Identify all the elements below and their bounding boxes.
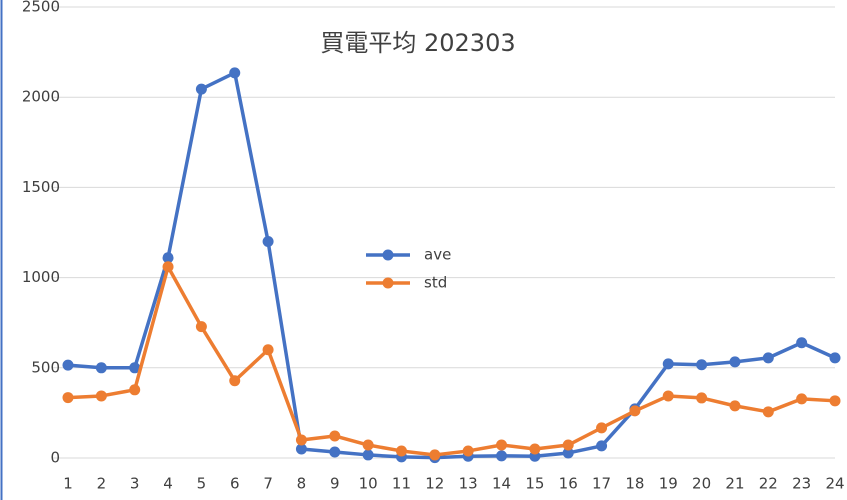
series-line	[67, 71, 836, 460]
x-tick-label: 6	[230, 475, 240, 493]
point	[262, 236, 274, 248]
legend-marker	[382, 249, 394, 261]
y-tick-label: 2000	[22, 88, 60, 106]
point	[562, 447, 574, 459]
x-tick-label: 12	[425, 475, 444, 493]
point	[496, 439, 508, 451]
point	[162, 252, 174, 264]
point	[95, 362, 107, 374]
point	[162, 261, 174, 273]
x-tick-label: 15	[525, 475, 544, 493]
x-tick-label: 8	[297, 475, 307, 493]
x-tick-label: 11	[392, 475, 411, 493]
x-tick-label: 23	[792, 475, 811, 493]
point	[762, 352, 774, 364]
point	[229, 375, 241, 387]
point	[329, 430, 341, 442]
x-tick-label: 21	[725, 475, 744, 493]
x-tick-label: 20	[692, 475, 711, 493]
x-tick-label: 4	[163, 475, 173, 493]
point	[429, 449, 441, 461]
point	[662, 390, 674, 402]
y-tick-label: 1500	[22, 178, 60, 196]
point	[829, 395, 841, 407]
point	[295, 434, 307, 446]
x-tick-label: 13	[459, 475, 478, 493]
point	[229, 67, 241, 79]
point	[195, 83, 207, 95]
legend-marker	[382, 277, 394, 289]
x-tick-label: 17	[592, 475, 611, 493]
point	[529, 443, 541, 455]
legend-label: ave	[424, 246, 451, 264]
point	[462, 445, 474, 457]
x-tick-label: 14	[492, 475, 511, 493]
x-tick-label: 9	[330, 475, 340, 493]
x-tick-label: 18	[625, 475, 644, 493]
point	[629, 405, 641, 417]
point	[362, 439, 374, 451]
point	[562, 439, 574, 451]
point	[496, 450, 508, 462]
point	[95, 390, 107, 402]
point	[362, 449, 374, 461]
point	[129, 384, 141, 396]
x-tick-label: 7	[263, 475, 273, 493]
chart-title: 買電平均 202303	[320, 29, 515, 57]
x-tick-label: 22	[759, 475, 778, 493]
x-tick-label: 1	[63, 475, 73, 493]
point	[596, 440, 608, 452]
y-tick-label: 1000	[22, 268, 60, 286]
y-tick-label: 0	[50, 449, 60, 467]
x-tick-label: 24	[825, 475, 844, 493]
legend-label: std	[424, 274, 447, 292]
point	[329, 446, 341, 458]
point	[195, 321, 207, 333]
point	[129, 362, 141, 374]
x-tick-label: 2	[97, 475, 107, 493]
point	[395, 445, 407, 457]
point	[696, 392, 708, 404]
x-tick-label: 3	[130, 475, 140, 493]
series-line	[67, 265, 836, 457]
point	[796, 393, 808, 405]
y-tick-label: 2500	[22, 0, 60, 16]
x-tick-label: 10	[359, 475, 378, 493]
point	[662, 358, 674, 370]
point	[729, 356, 741, 368]
point	[62, 392, 74, 404]
point	[696, 359, 708, 371]
x-tick-label: 5	[197, 475, 207, 493]
point	[295, 443, 307, 455]
point	[729, 400, 741, 412]
x-tick-label: 16	[559, 475, 578, 493]
x-tick-label: 19	[659, 475, 678, 493]
point	[829, 352, 841, 364]
point	[62, 359, 74, 371]
point	[596, 422, 608, 434]
y-tick-label: 500	[31, 358, 60, 376]
point	[262, 344, 274, 356]
point	[796, 337, 808, 349]
point	[762, 406, 774, 418]
